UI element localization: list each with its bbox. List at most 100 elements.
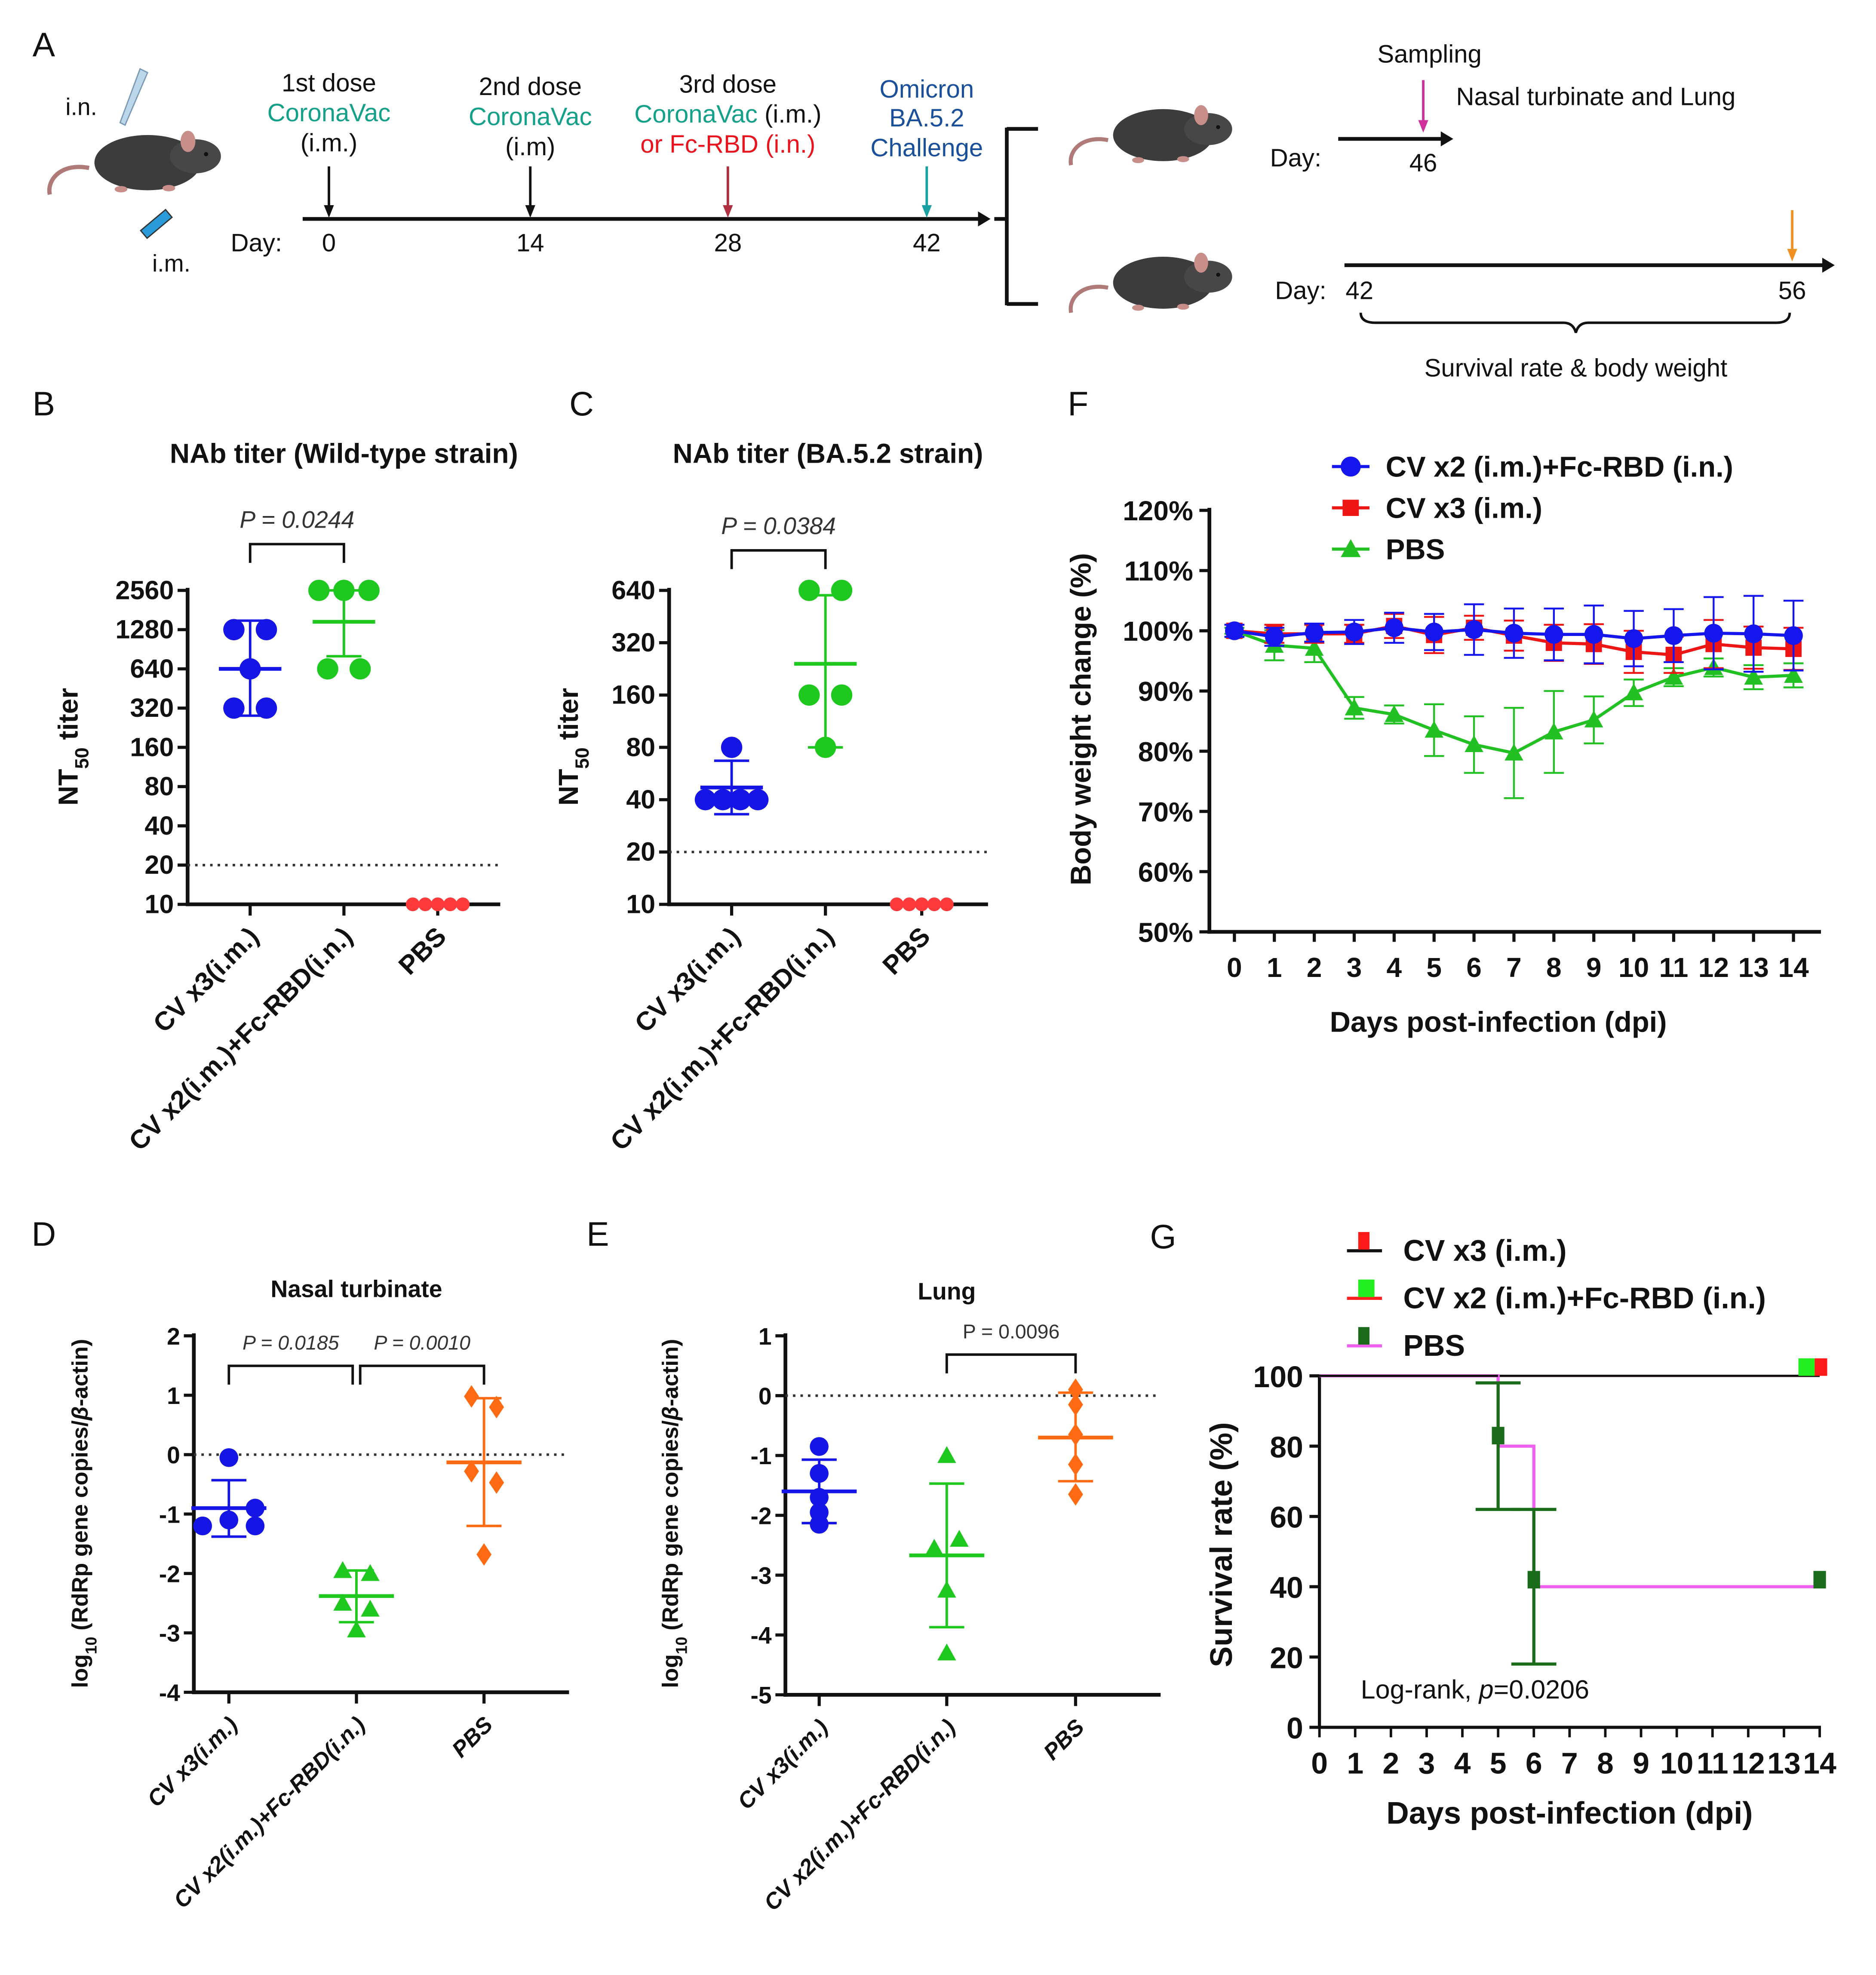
data-point: [747, 789, 769, 811]
dose-text: 1st dose: [282, 69, 376, 97]
legend-label: PBS: [1386, 533, 1445, 565]
data-group: PBS: [446, 1385, 522, 1763]
mouse-head: [1184, 113, 1232, 145]
legend-item: CV x2 (i.m.)+Fc-RBD (i.n.): [1347, 1279, 1766, 1315]
data-point: [219, 1511, 239, 1530]
data-point: [1544, 722, 1563, 740]
text-part: NT: [52, 769, 83, 805]
mouse-tail: [1068, 137, 1108, 166]
legend-marker: [1358, 1279, 1375, 1297]
data-point: [1068, 1393, 1083, 1416]
legend-label: CV x2 (i.m.)+Fc-RBD (i.n.): [1386, 451, 1733, 483]
arrowhead-icon: [1787, 249, 1797, 262]
data-point: [1624, 683, 1643, 700]
pipette-icon: [119, 68, 149, 126]
data-point: [358, 580, 380, 601]
data-group: PBS: [877, 897, 954, 980]
data-point: [1068, 1423, 1083, 1446]
text-part: 10: [672, 1637, 690, 1654]
data-point: [193, 1516, 212, 1536]
category-label: PBS: [447, 1712, 497, 1762]
day-value: 46: [1409, 149, 1437, 177]
category-label: PBS: [877, 921, 936, 980]
data-point: [831, 684, 853, 706]
x-tick-label: 14: [1803, 1747, 1836, 1780]
y-tick-label: 40: [144, 811, 174, 840]
y-tick-label: 640: [130, 654, 174, 683]
data-point: [361, 1564, 380, 1581]
y-tick-label: 0: [1286, 1711, 1303, 1745]
legend-marker: [1341, 456, 1361, 477]
x-tick-label: 14: [1778, 952, 1809, 983]
mouse-illustration: [1068, 105, 1232, 166]
y-tick-label: -4: [751, 1622, 772, 1649]
data-point: [810, 1515, 829, 1534]
dose-text-part: 1st dose: [282, 69, 376, 97]
log-rank-annotation: Log-rank, p=0.0206: [1361, 1675, 1589, 1704]
p-value-label: P = 0.0010: [374, 1332, 470, 1354]
data-point: [1465, 620, 1483, 639]
data-group: CV x2(i.m.)+Fc-RBD(i.n.): [759, 1446, 985, 1916]
legend-marker: [1358, 1327, 1369, 1345]
y-tick-label: 70%: [1138, 796, 1193, 827]
data-point: [349, 658, 371, 680]
censor-marker: [1813, 1571, 1826, 1589]
text-part: log: [658, 1654, 683, 1688]
x-tick-label: 1: [1267, 952, 1282, 983]
dose-text-part: (i.m): [505, 133, 555, 161]
data-point: [1425, 622, 1444, 642]
y-tick-label: 50%: [1138, 917, 1193, 948]
sample-site-label: Nasal turbinate and Lung: [1456, 83, 1736, 111]
dose-text: CoronaVac: [267, 99, 391, 127]
data-point: [1504, 743, 1523, 761]
mouse-illustration: [1068, 252, 1232, 313]
y-tick-label: 80: [626, 732, 655, 762]
y-tick-label: -3: [159, 1620, 180, 1647]
category-label: CV x3(i.m.): [143, 1712, 243, 1812]
x-tick-label: 0: [1227, 952, 1242, 983]
day-label: Day:: [1275, 276, 1326, 304]
mouse-eye: [204, 152, 209, 157]
y-tick-label: 1280: [115, 615, 174, 644]
dose-text: BA.5.2: [889, 104, 964, 132]
text-part: Log-rank,: [1361, 1675, 1479, 1704]
category-label: PBS: [393, 921, 452, 980]
arrowhead-icon: [1822, 258, 1835, 273]
text-part: p: [1478, 1675, 1494, 1704]
day-value: 28: [714, 229, 742, 257]
data-point: [1265, 627, 1284, 646]
x-tick-label: 9: [1586, 952, 1602, 983]
y-tick-label: 20: [144, 850, 174, 879]
y-tick-label: 1: [758, 1323, 772, 1350]
data-point: [1425, 721, 1444, 738]
x-tick-label: 13: [1738, 952, 1769, 983]
y-tick-label: 2560: [115, 575, 174, 605]
dose-text: Challenge: [870, 134, 983, 162]
dose-text: CoronaVac: [469, 103, 592, 131]
data-point: [927, 897, 941, 912]
data-point: [798, 684, 820, 706]
y-tick-label: 10: [626, 889, 655, 918]
y-tick-label: 100%: [1123, 616, 1193, 647]
mouse-illustration: [47, 131, 221, 195]
dose-text: Omicron: [879, 75, 974, 103]
mouse-paw: [1132, 157, 1144, 163]
syringe-icon: [140, 209, 173, 240]
legend-label: PBS: [1403, 1329, 1465, 1362]
dose-text: (i.m): [505, 133, 555, 161]
data-point: [317, 658, 338, 680]
y-tick-label: -5: [751, 1682, 772, 1709]
data-point: [924, 1539, 944, 1556]
data-point: [1784, 666, 1803, 683]
dose-text-part: CoronaVac: [634, 100, 758, 128]
data-point: [1584, 710, 1603, 728]
y-tick-label: -1: [751, 1443, 772, 1469]
data-point: [489, 1396, 504, 1419]
y-tick-label: 0: [167, 1442, 180, 1468]
day-value: 42: [913, 229, 941, 257]
data-group: CV x2(i.m.)+Fc-RBD(i.n.): [605, 580, 857, 1156]
x-tick-label: 7: [1506, 952, 1522, 983]
p-value-label: P = 0.0244: [239, 507, 354, 533]
